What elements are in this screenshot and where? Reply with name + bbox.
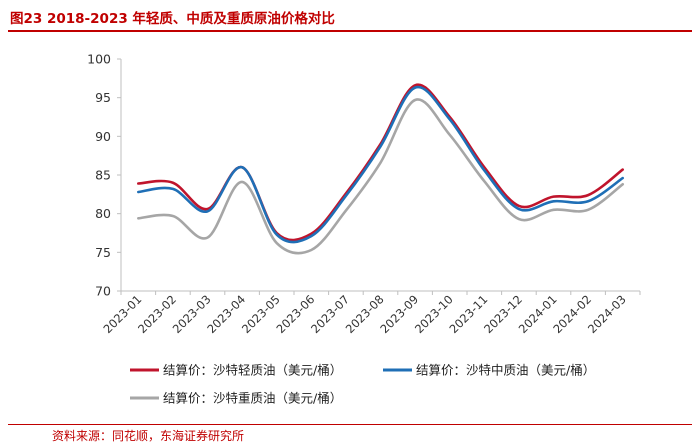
legend-light-oil-label: 结算价：沙特轻质油（美元/桶）: [163, 363, 342, 378]
series-medium-oil-line: [137, 85, 624, 244]
y-tick-label: 75: [95, 245, 111, 260]
figure-title: 图23 2018-2023 年轻质、中质及重质原油价格对比: [10, 11, 335, 27]
footer-divider: [8, 424, 692, 425]
series-heavy-oil-line: [137, 98, 624, 255]
title-divider: [8, 30, 692, 32]
y-tick-label: 90: [95, 129, 111, 144]
y-tick-label: 70: [95, 284, 111, 299]
source-note: 资料来源：同花顺，东海证券研究所: [52, 429, 245, 443]
y-tick-label: 80: [95, 206, 111, 221]
x-tick-label: 2024-03: [585, 292, 629, 336]
y-tick-label: 95: [95, 90, 111, 105]
y-tick-label: 85: [95, 168, 111, 183]
y-tick-label: 100: [87, 52, 111, 67]
legend-heavy-oil-label: 结算价：沙特重质油（美元/桶）: [163, 391, 342, 406]
legend-medium-oil-label: 结算价：沙特中质油（美元/桶）: [416, 363, 595, 378]
